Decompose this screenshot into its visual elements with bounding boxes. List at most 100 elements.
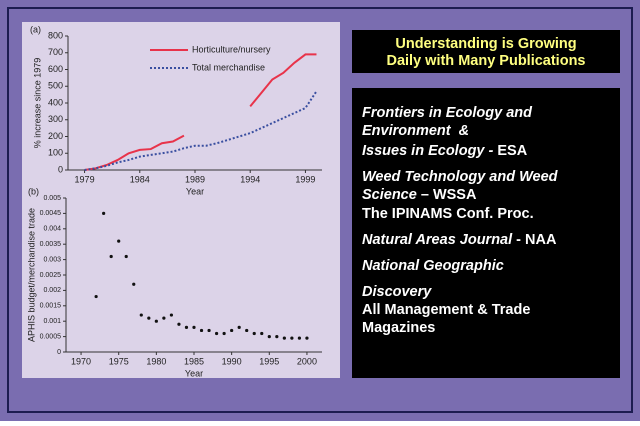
x-axis-label: Year bbox=[186, 186, 204, 196]
point bbox=[297, 336, 302, 340]
heading-line: Daily with Many Publications bbox=[386, 53, 585, 69]
publication-text: National Geographic bbox=[362, 258, 504, 274]
y-tick-label: 0.004 bbox=[43, 226, 61, 233]
publication-text: Frontiers in Ecology and bbox=[362, 105, 533, 121]
slide-frame bbox=[7, 7, 633, 413]
publication-text: The IPINAMS Conf. Proc. bbox=[362, 206, 534, 222]
y-axis-label: % increase since 1979 bbox=[32, 58, 42, 149]
publication-text: Natural Areas Journal bbox=[362, 232, 513, 248]
y-tick-label: 0.0005 bbox=[40, 333, 62, 340]
point bbox=[169, 313, 174, 317]
point bbox=[237, 325, 241, 329]
figure-background bbox=[22, 22, 340, 378]
point bbox=[267, 335, 271, 339]
figure: (a) Year % increase since 1979 0 100 200 300 40… bbox=[26, 24, 322, 378]
x-tick-label: 1980 bbox=[146, 356, 166, 366]
publication-line: Natural Areas Journal - NAA bbox=[362, 232, 557, 248]
y-tick-label: 0.0015 bbox=[40, 303, 62, 310]
y-tick-label: 200 bbox=[48, 131, 63, 141]
publication-line: Issues in Ecology - ESA bbox=[362, 143, 528, 159]
publication-text: - NAA bbox=[512, 232, 557, 248]
point bbox=[222, 331, 226, 336]
point bbox=[207, 328, 211, 333]
x-tick-label: 1975 bbox=[109, 356, 129, 366]
publication-text: All Management & Trade bbox=[362, 302, 530, 318]
y-axis-label: APHIS budget/merchandise trade bbox=[26, 208, 36, 342]
point bbox=[282, 336, 286, 340]
series-line bbox=[249, 53, 317, 107]
publication-line: Frontiers in Ecology and bbox=[362, 105, 533, 121]
x-tick-label: 1999 bbox=[295, 174, 315, 184]
point bbox=[252, 331, 256, 336]
publication-text: Science bbox=[362, 187, 417, 203]
point bbox=[139, 313, 143, 317]
x-tick-label: 1989 bbox=[185, 174, 205, 184]
x-tick-label: 1984 bbox=[130, 174, 150, 184]
heading-line: Understanding is Growing bbox=[395, 36, 576, 52]
point bbox=[245, 328, 249, 333]
x-tick-label: 1990 bbox=[222, 356, 242, 366]
y-tick-label: 0.0025 bbox=[40, 272, 62, 279]
point bbox=[177, 322, 181, 326]
publication-text: Discovery bbox=[362, 284, 432, 300]
publication-text: Environment & bbox=[362, 123, 469, 139]
y-tick-label: 400 bbox=[48, 97, 63, 107]
x-axis-label: Year bbox=[185, 368, 203, 378]
publication-text: Weed Technology and Weed bbox=[362, 169, 559, 185]
x-tick-label: 1970 bbox=[71, 356, 91, 366]
x-tick-label: 1995 bbox=[259, 356, 279, 366]
point bbox=[102, 211, 106, 215]
publication-line: Weed Technology and Weed bbox=[362, 169, 559, 185]
legend-label: Total merchandise bbox=[192, 62, 265, 72]
panel-label: (a) bbox=[30, 24, 41, 34]
point bbox=[94, 294, 98, 299]
point bbox=[275, 335, 279, 339]
y-tick-label: 300 bbox=[48, 114, 63, 124]
y-tick-label: 500 bbox=[48, 81, 63, 91]
point bbox=[109, 254, 113, 259]
publication-text: ESA bbox=[497, 143, 527, 159]
publication-line: Environment & bbox=[362, 123, 469, 139]
publication-line: Science – WSSA bbox=[362, 187, 477, 203]
x-tick-label: 1985 bbox=[184, 356, 204, 366]
publications-box bbox=[352, 88, 620, 378]
point bbox=[290, 336, 294, 340]
y-tick-label: 0.005 bbox=[43, 195, 61, 202]
point bbox=[192, 325, 196, 329]
publication-line: Magazines bbox=[362, 320, 435, 336]
point bbox=[154, 319, 158, 323]
y-tick-label: 0.002 bbox=[43, 287, 61, 294]
y-tick-label: 0 bbox=[57, 349, 61, 356]
publication-line: The IPINAMS Conf. Proc. bbox=[362, 206, 534, 222]
point bbox=[132, 282, 136, 286]
publication-text: Issues in Ecology - bbox=[362, 143, 497, 159]
y-tick-label: 600 bbox=[48, 64, 63, 74]
point bbox=[260, 331, 264, 336]
point bbox=[162, 316, 166, 320]
publication-text: – WSSA bbox=[417, 187, 477, 203]
x-tick-label: 1994 bbox=[240, 174, 260, 184]
point bbox=[305, 336, 309, 340]
legend-label: Horticulture/nursery bbox=[192, 44, 271, 54]
y-tick-label: 100 bbox=[48, 148, 63, 158]
point bbox=[214, 331, 219, 336]
y-tick-label: 0.003 bbox=[43, 256, 61, 263]
x-tick-label: 2000 bbox=[297, 356, 317, 366]
heading-box bbox=[352, 30, 620, 73]
point bbox=[199, 328, 204, 333]
y-tick-label: 700 bbox=[48, 47, 63, 57]
y-tick-label: 0 bbox=[58, 164, 63, 174]
point bbox=[147, 316, 151, 320]
y-tick-label: 0.0035 bbox=[40, 241, 62, 248]
publication-text: Magazines bbox=[362, 320, 435, 336]
x-tick-label: 1979 bbox=[75, 174, 95, 184]
point bbox=[184, 325, 189, 329]
y-tick-label: 0.0045 bbox=[40, 210, 62, 217]
publication-line: National Geographic bbox=[362, 258, 504, 274]
point bbox=[117, 239, 121, 243]
series-line bbox=[84, 90, 318, 171]
y-tick-label: 800 bbox=[48, 30, 63, 40]
